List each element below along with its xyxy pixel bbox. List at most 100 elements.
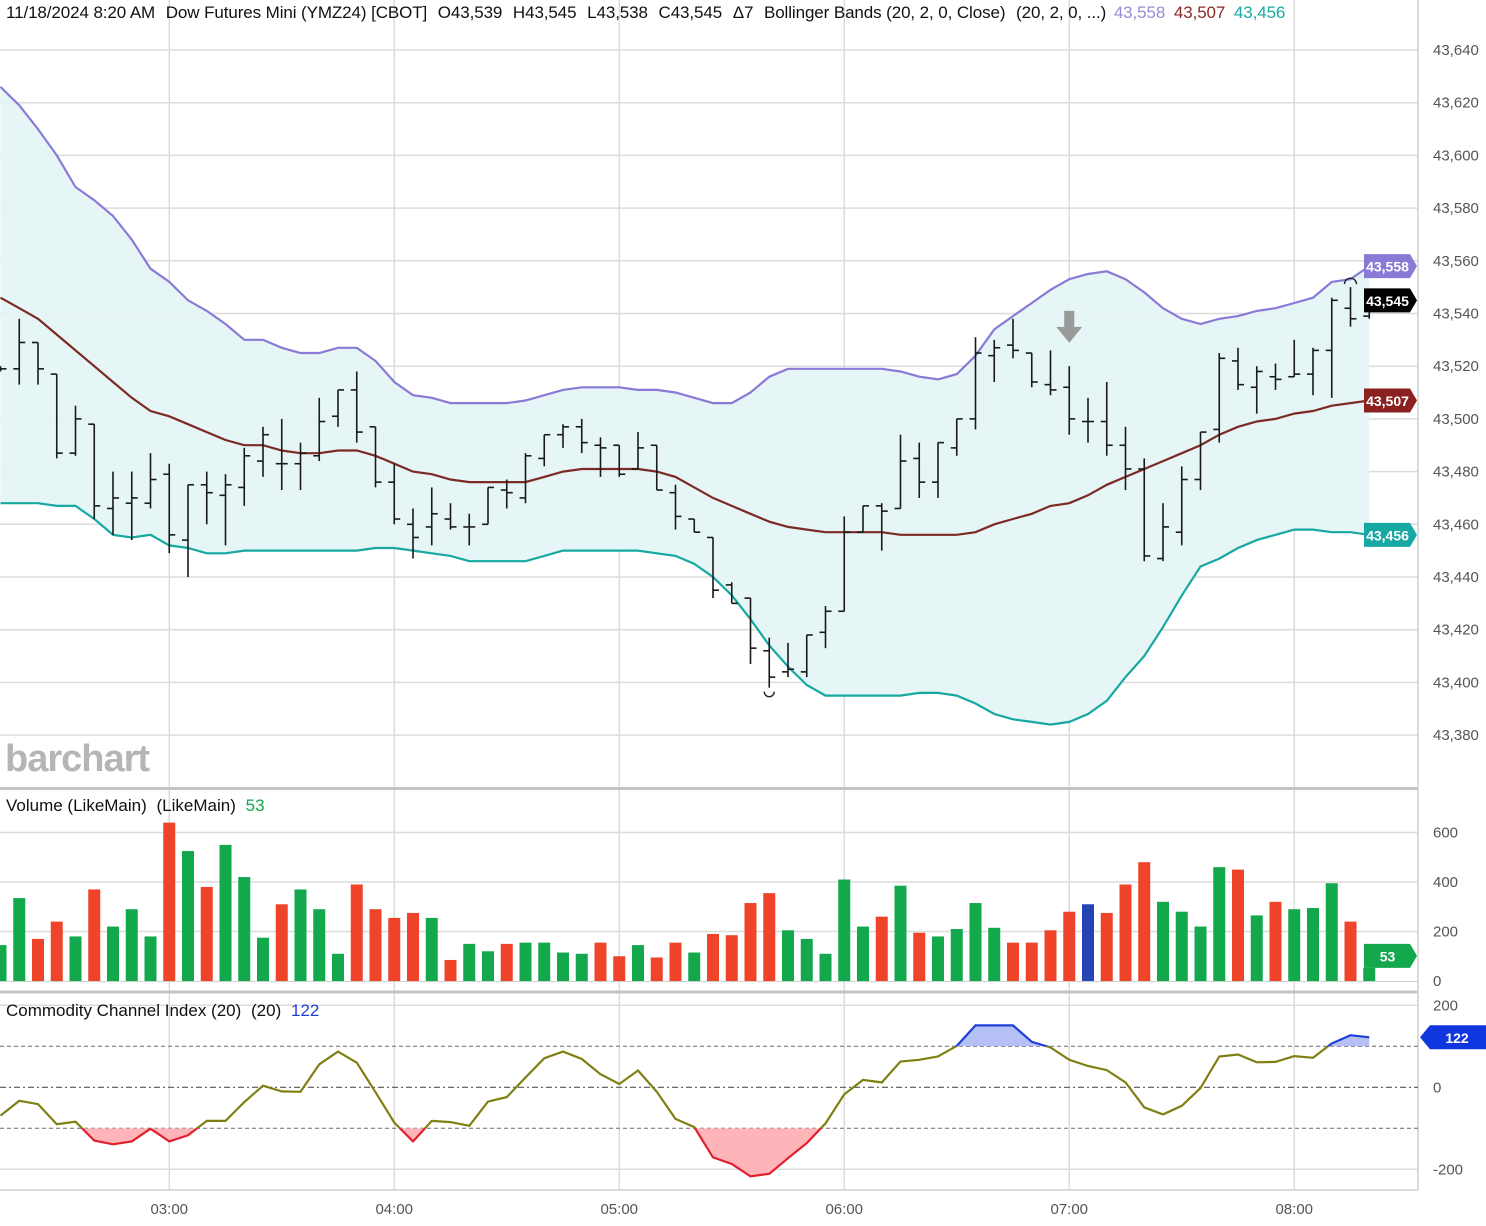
ohlc-bar <box>275 418 288 491</box>
arrow-down-icon <box>1056 310 1083 343</box>
volume-bar <box>1119 884 1132 981</box>
ohlc-bar <box>707 536 719 599</box>
volume-bar <box>88 889 101 981</box>
volume-bar <box>950 929 963 981</box>
volume-bar <box>238 877 251 981</box>
volume-bar <box>1194 926 1207 981</box>
volume-bar <box>275 904 288 981</box>
header-study[interactable]: Bollinger Bands (20, 2, 0, Close) <box>763 3 1006 22</box>
header-open: O43,539 <box>437 3 503 22</box>
volume-value-tag: 53 <box>1364 943 1417 968</box>
ohlc-bar <box>407 508 419 559</box>
ohlc-bar <box>632 432 644 470</box>
ohlc-bar <box>1044 350 1057 396</box>
volume-bar <box>969 903 982 981</box>
volume-bar <box>257 937 269 981</box>
ohlc-bar <box>819 605 832 649</box>
ohlc-bar <box>519 453 532 504</box>
cci-tick-label: 200 <box>1433 997 1458 1014</box>
ohlc-bar <box>688 518 701 534</box>
ohlc-bar <box>800 634 813 678</box>
price-tick-label: 43,640 <box>1433 42 1479 59</box>
volume-bar <box>294 889 307 981</box>
volume-bar <box>707 933 719 981</box>
volume-bar <box>482 951 494 981</box>
cci-title[interactable]: Commodity Channel Index (20) <box>6 1001 242 1020</box>
volume-bar <box>32 938 44 981</box>
volume-value-tag-text: 53 <box>1380 948 1396 964</box>
price-tick-label: 43,580 <box>1433 200 1479 217</box>
ohlc-bar <box>1213 353 1226 443</box>
volume-bar <box>0 945 7 981</box>
ohlc-bar <box>0 366 7 372</box>
ohlc-bar <box>163 463 176 554</box>
volume-bar <box>388 917 401 981</box>
volume-bar <box>182 851 194 981</box>
time-tick-label: 04:00 <box>375 1201 413 1218</box>
price-tick-label: 43,600 <box>1433 147 1479 164</box>
volume-bar <box>932 936 944 981</box>
volume-tick-label: 400 <box>1433 874 1458 891</box>
header-change: Δ7 <box>732 3 754 22</box>
ohlc-bar <box>238 447 251 506</box>
price-tick-label: 43,380 <box>1433 727 1479 744</box>
ohlc-bar <box>1175 466 1188 546</box>
volume-bar <box>1232 869 1244 981</box>
price-tick-label: 43,460 <box>1433 516 1479 533</box>
ohlc-bar <box>725 582 738 605</box>
volume-bar <box>1344 921 1357 981</box>
header-low: L43,538 <box>587 3 648 22</box>
volume-title[interactable]: Volume (LikeMain) <box>6 796 147 815</box>
volume-bar <box>1269 901 1282 981</box>
price-value-tag: 43,558 <box>1364 254 1417 279</box>
ohlc-bar <box>613 444 626 477</box>
ohlc-bar <box>200 471 213 525</box>
volume-bar <box>575 953 588 981</box>
volume-bar <box>557 952 569 981</box>
header-middle-value: 43,507 <box>1173 3 1226 22</box>
volume-bar <box>894 885 907 981</box>
ohlc-bar <box>1194 431 1207 491</box>
header-study-params: (20, 2, 0, ...) <box>1016 3 1107 22</box>
ohlc-bar <box>32 341 44 385</box>
header-instrument[interactable]: Dow Futures Mini (YMZ24) [CBOT] <box>165 3 428 22</box>
time-tick-label: 06:00 <box>825 1201 863 1218</box>
ohlc-bar <box>13 318 26 385</box>
bollinger-upper-line <box>0 86 1370 405</box>
ohlc-bar <box>1307 347 1319 396</box>
cci-value: 122 <box>290 1001 320 1020</box>
price-tick-label: 43,420 <box>1433 622 1479 639</box>
ohlc-bar <box>1082 397 1094 443</box>
ohlc-bar <box>332 389 344 427</box>
price-tick-label: 43,480 <box>1433 464 1479 481</box>
volume-bar <box>350 884 363 981</box>
ohlc-bar <box>557 424 569 448</box>
ohlc-bar <box>744 597 757 664</box>
volume-tick-label: 600 <box>1433 825 1458 842</box>
ohlc-bar <box>1288 339 1301 378</box>
price-value-tag: 43,545 <box>1364 288 1417 313</box>
volume-tick-label: 200 <box>1433 924 1458 941</box>
volume-bar <box>50 921 63 981</box>
volume-bar <box>1325 883 1338 981</box>
volume-bar <box>913 932 926 981</box>
price-tick-label: 43,400 <box>1433 674 1479 691</box>
cci-value-tag: 122 <box>1420 1025 1486 1050</box>
price-value-tag: 43,507 <box>1364 388 1417 413</box>
ohlc-bar <box>1250 366 1263 414</box>
ohlc-bar <box>875 503 888 551</box>
ohlc-bar <box>932 441 944 498</box>
header-datetime: 11/18/2024 8:20 AM <box>6 3 156 22</box>
ohlc-bar <box>988 339 1001 383</box>
volume-bar <box>613 956 626 981</box>
bollinger-band-fill <box>0 86 1370 725</box>
volume-bar <box>1138 862 1151 981</box>
price-value-tag-shape <box>1364 254 1417 279</box>
volume-bar <box>838 879 851 981</box>
ohlc-bar <box>463 513 476 546</box>
volume-bar <box>763 893 776 981</box>
volume-bar <box>1288 909 1301 981</box>
price-value-tag-shape <box>1364 288 1417 313</box>
ohlc-bar <box>1007 318 1019 359</box>
